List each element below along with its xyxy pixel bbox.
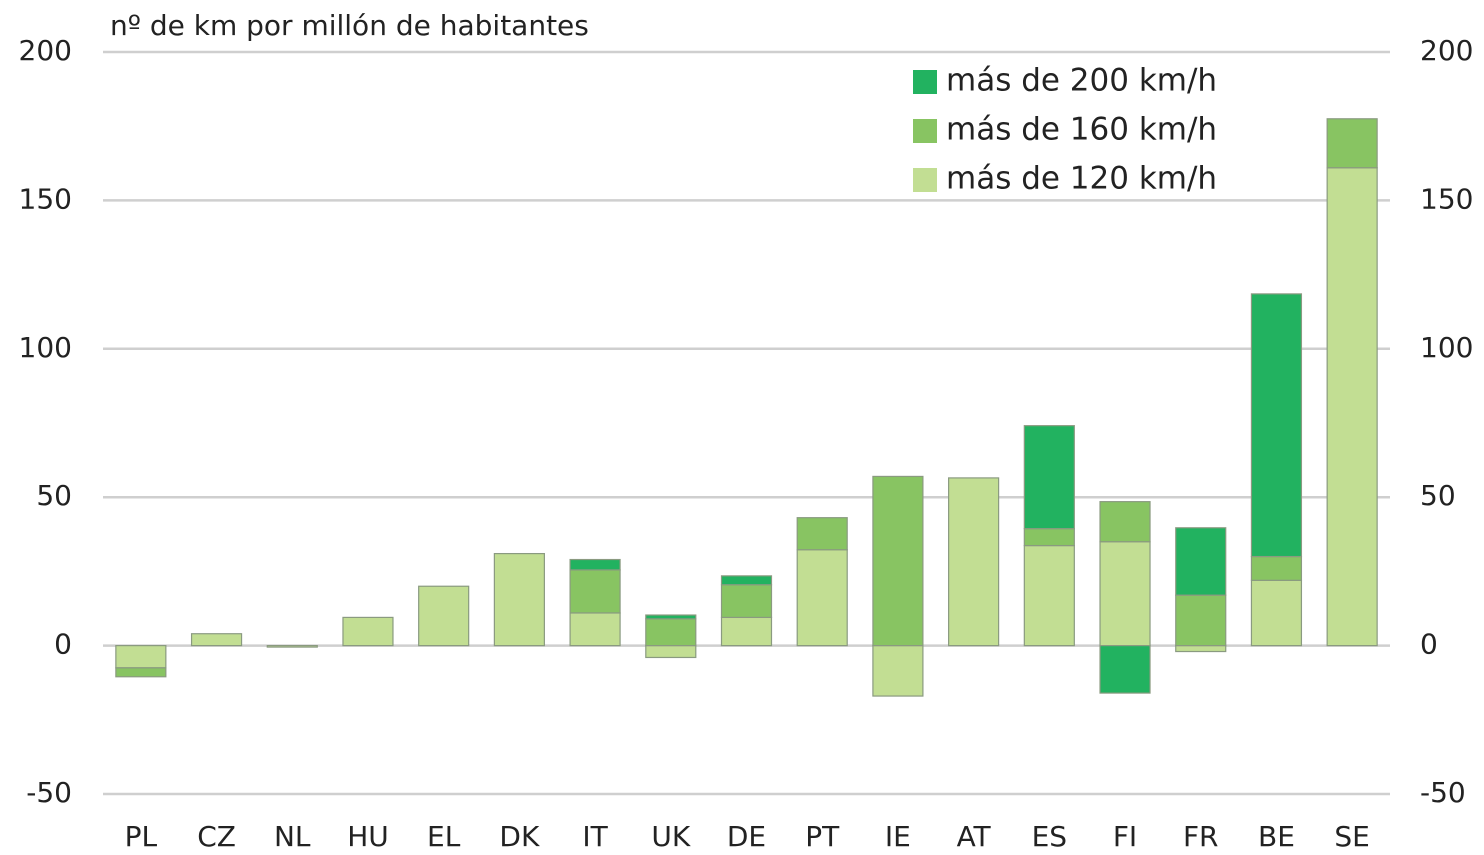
bar-segment [1023,425,1075,530]
x-tick-label: DK [499,820,540,853]
bar-segment [1175,594,1227,647]
legend-label: más de 120 km/h [946,161,1217,197]
bar-segment [342,616,394,647]
y-tick-label: -50 [26,776,72,809]
x-tick-label: PL [125,820,158,853]
legend-label: más de 160 km/h [946,112,1217,148]
bar-segment [569,612,621,647]
bar-segment [948,477,1000,647]
bar-segment [266,644,318,648]
bar-segment [645,644,697,659]
bar-segment [569,558,621,571]
y-tick-label: 0 [54,628,72,661]
x-tick-label: PT [805,820,840,853]
bar-segment [796,517,848,551]
bar-segment [418,585,470,647]
x-tick-label: FI [1113,820,1137,853]
legend-swatch [913,70,937,94]
x-tick-label: HU [347,820,389,853]
x-tick-label: BE [1258,820,1295,853]
bar-segment [1023,544,1075,647]
x-tick-label: NL [274,820,311,853]
bar-segment [493,552,545,647]
bar-segment [190,633,243,647]
x-tick-label: DE [727,820,766,853]
bar-segment [1099,541,1151,647]
x-tick-label: IE [885,820,911,853]
bar-segment [1250,579,1303,647]
legend-swatch [913,119,937,143]
x-tick-label: CZ [197,820,236,853]
y2-tick-label: 50 [1420,479,1456,512]
bar-segment [1099,501,1151,543]
bar-segment [1175,644,1227,653]
bar-segment [796,549,848,647]
bar-segment [720,575,773,586]
x-tick-label: ES [1032,820,1067,853]
x-tick-label: AT [957,820,992,853]
bar-segment [645,618,697,647]
y2-tick-label: 150 [1420,182,1473,215]
bar-segment [1023,528,1075,547]
bar-segment [1250,293,1303,558]
bar-segment [720,584,773,619]
y2-tick-label: 0 [1420,628,1438,661]
bar-segment [720,616,773,647]
x-tick-label: IT [582,820,608,853]
x-tick-label: EL [427,820,461,853]
x-tick-label: UK [651,820,690,853]
y-tick-label: 200 [19,34,72,67]
y2-tick-label: -50 [1420,776,1466,809]
bar-segment [1175,527,1227,596]
y2-tick-label: 200 [1420,34,1473,67]
bar-segment [1326,167,1378,647]
bar-segment [115,644,167,669]
bar-segment [569,569,621,614]
y-tick-label: 150 [19,182,72,215]
y-tick-label: 50 [36,479,72,512]
y-tick-label: 100 [19,331,72,364]
legend-swatch [913,168,937,192]
bar-segment [115,667,167,678]
bar-segment [872,644,924,697]
bar-segment [1326,118,1378,169]
y-axis-label: nº de km por millón de habitantes [110,9,589,42]
x-tick-label: SE [1334,820,1369,853]
bar-segment [872,475,924,647]
bar-segment [1099,644,1151,694]
bar-segment [1250,555,1303,581]
bar-segment [645,614,697,620]
x-tick-label: FR [1183,820,1219,853]
y2-tick-label: 100 [1420,331,1473,364]
legend-label: más de 200 km/h [946,63,1217,99]
